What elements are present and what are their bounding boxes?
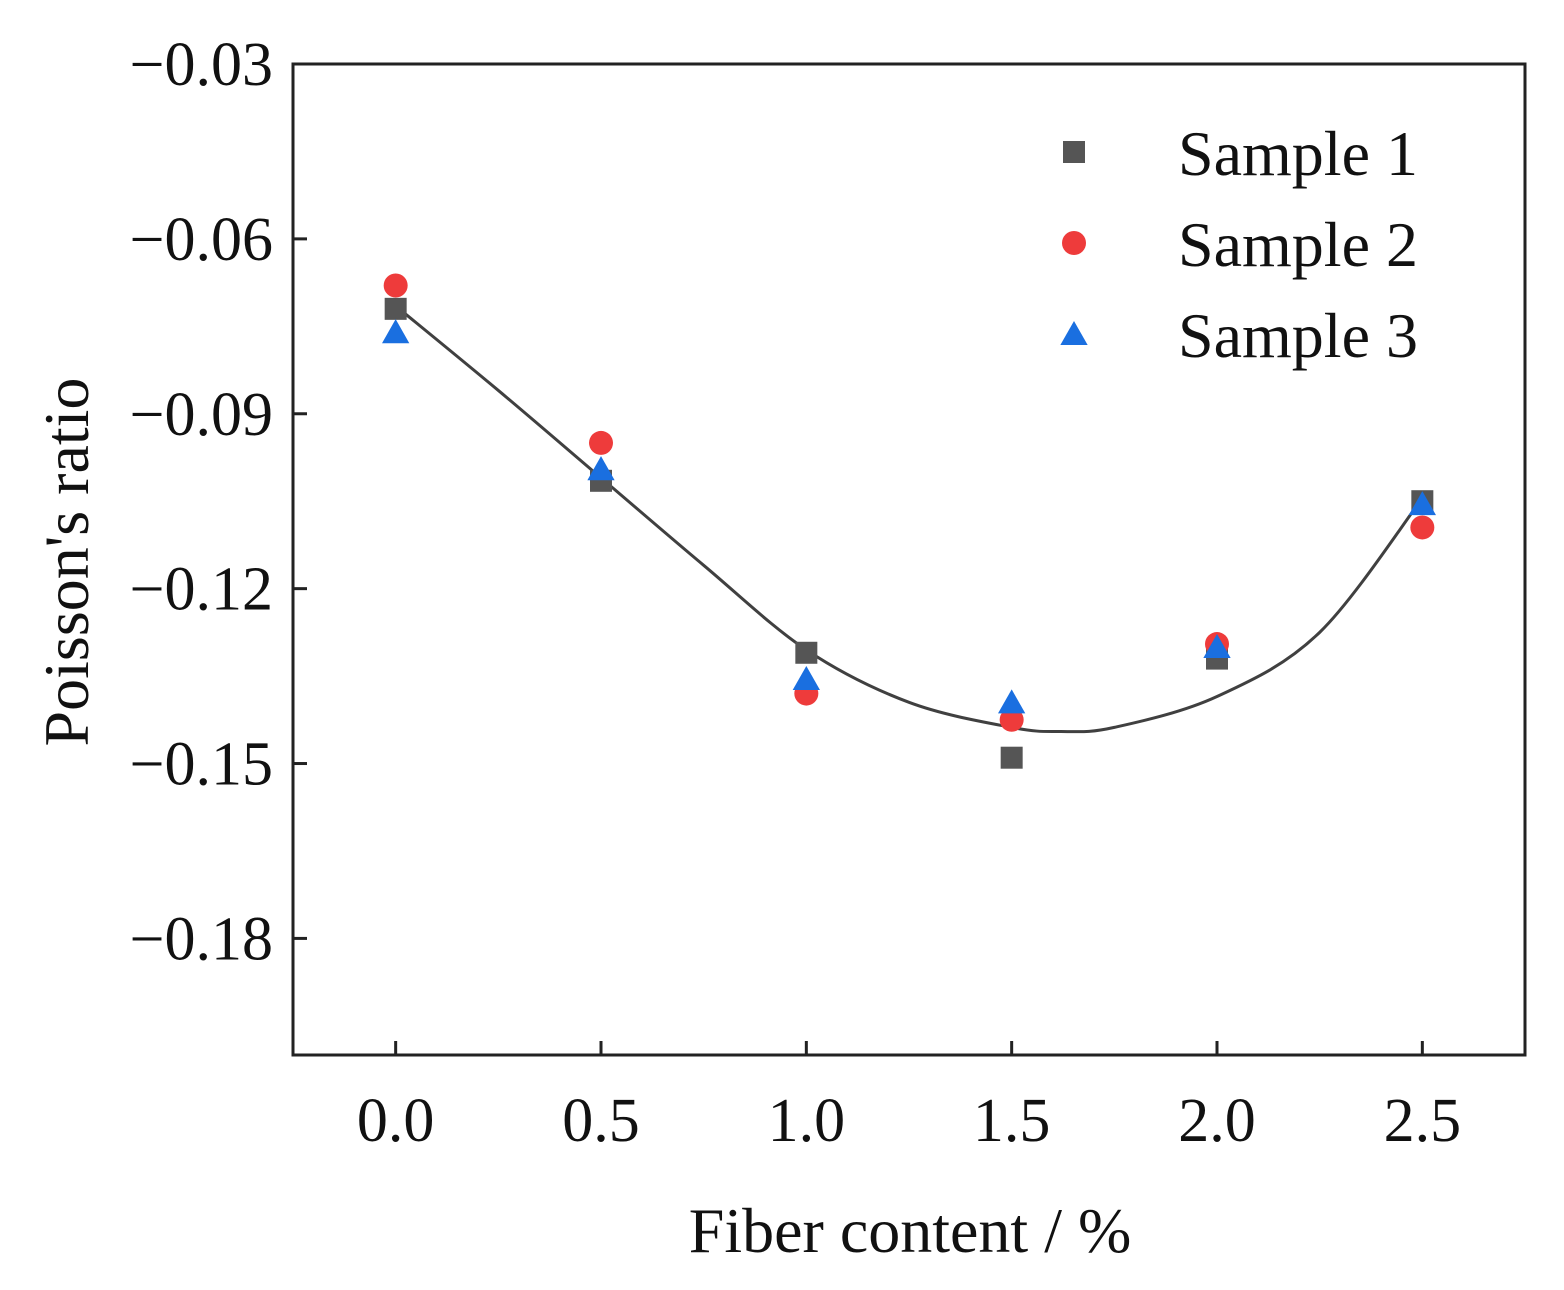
x-tick-label: 2.0 — [1178, 1087, 1256, 1155]
data-point-sample-2 — [589, 430, 613, 455]
x-axis-title: Fiber content / % — [689, 1195, 1132, 1266]
x-tick-label: 1.5 — [973, 1087, 1051, 1155]
y-tick-label: −0.09 — [130, 381, 273, 449]
legend-marker-sample-1 — [1063, 141, 1085, 163]
x-tick-label: 0.0 — [357, 1087, 435, 1155]
x-tick-label: 0.5 — [562, 1087, 640, 1155]
y-tick-label: −0.06 — [130, 206, 273, 274]
legend-marker-sample-3 — [1060, 321, 1088, 346]
legend-label-sample-2: Sample 2 — [1178, 209, 1418, 280]
x-tick-label: 2.5 — [1384, 1087, 1462, 1155]
data-point-sample-2 — [1410, 515, 1435, 540]
data-point-sample-3 — [998, 689, 1026, 714]
fit-curve — [394, 304, 1424, 734]
x-tick-label: 1.0 — [768, 1087, 846, 1155]
data-point-sample-2 — [999, 707, 1024, 732]
y-tick-label: −0.18 — [130, 905, 273, 973]
y-axis-title: Poisson's ratio — [31, 378, 102, 747]
legend-label-sample-1: Sample 1 — [1178, 118, 1418, 189]
data-point-sample-3 — [1408, 491, 1436, 516]
data-point-sample-1 — [1000, 746, 1023, 769]
data-point-sample-2 — [383, 273, 408, 298]
legend-marker-sample-2 — [1062, 231, 1086, 255]
data-point-sample-1 — [384, 297, 407, 320]
data-point-sample-1 — [795, 641, 818, 664]
legend-label-sample-3: Sample 3 — [1178, 300, 1418, 371]
y-tick-label: −0.12 — [130, 556, 273, 624]
data-point-sample-3 — [1203, 633, 1231, 658]
y-tick-label: −0.15 — [130, 731, 273, 799]
data-point-sample-3 — [382, 319, 410, 344]
y-tick-label: −0.03 — [130, 31, 273, 99]
data-point-sample-3 — [792, 666, 820, 691]
plot-area-frame — [291, 62, 1527, 1057]
data-point-sample-3 — [587, 456, 615, 481]
